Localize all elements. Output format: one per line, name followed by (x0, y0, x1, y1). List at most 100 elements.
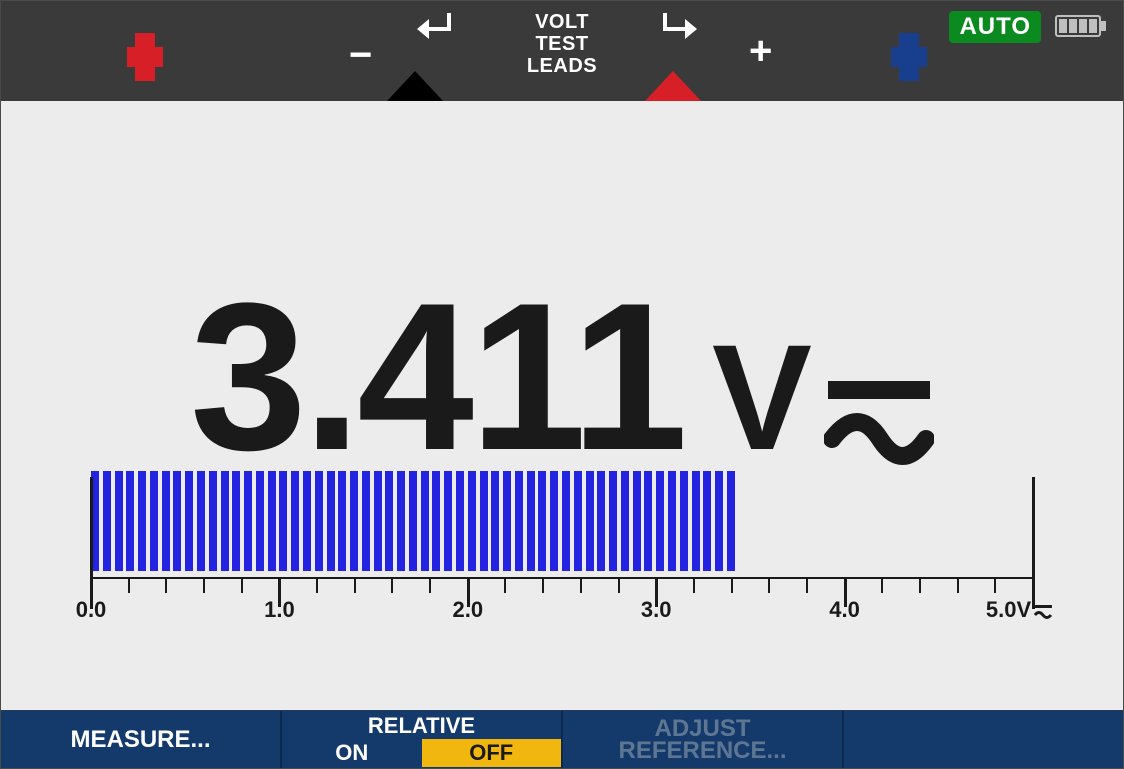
bargraph-segment (138, 471, 146, 571)
bargraph-segment (197, 471, 205, 571)
tick-label: 3.0 (641, 597, 672, 623)
minor-tick (731, 577, 733, 593)
bargraph-segment (515, 471, 523, 571)
bargraph-segment (256, 471, 264, 571)
bargraph-segment (397, 471, 405, 571)
bargraph-segment (409, 471, 417, 571)
tick-label: 2.0 (453, 597, 484, 623)
bargraph-segment (315, 471, 323, 571)
bargraph-segment (468, 471, 476, 571)
bargraph-segment (244, 471, 252, 571)
tick-label: 5.0V (986, 597, 1053, 623)
bargraph-segment (621, 471, 629, 571)
bargraph-segment (668, 471, 676, 571)
relative-title: RELATIVE (368, 715, 475, 737)
bargraph-segment (703, 471, 711, 571)
bargraph-segment (527, 471, 535, 571)
bargraph-segment (503, 471, 511, 571)
bargraph-segment (491, 471, 499, 571)
reading-unit: V (712, 311, 934, 484)
bargraph-segment (209, 471, 217, 571)
bargraph-segment (444, 471, 452, 571)
minor-tick (128, 577, 130, 593)
bargraph-segment (692, 471, 700, 571)
analog-bargraph: 0.01.02.03.04.05.0V (91, 471, 1033, 621)
bargraph-segment (633, 471, 641, 571)
bargraph-segment (338, 471, 346, 571)
polarity-plus-label: + (749, 29, 772, 74)
bargraph-segment (173, 471, 181, 571)
probe-socket-black-icon (387, 71, 443, 101)
minor-tick (618, 577, 620, 593)
bargraph-segment (680, 471, 688, 571)
reading-value: 3.411 (190, 256, 684, 498)
bargraph-segment (421, 471, 429, 571)
unit-letter: V (712, 311, 812, 484)
minor-tick (429, 577, 431, 593)
bargraph-segment (162, 471, 170, 571)
bargraph-segment (644, 471, 652, 571)
minor-tick (504, 577, 506, 593)
minor-tick (994, 577, 996, 593)
bargraph-segment (115, 471, 123, 571)
battery-icon (1055, 13, 1109, 44)
measure-label: MEASURE... (70, 726, 210, 754)
bargraph-segment (221, 471, 229, 571)
bargraph-segment (609, 471, 617, 571)
top-banner: − VOLT TEST LEADS + AUTO (1, 1, 1123, 101)
bargraph-segment (480, 471, 488, 571)
bargraph-segment (727, 471, 735, 571)
bargraph-segment (656, 471, 664, 571)
relative-toggle[interactable]: ON OFF (282, 739, 561, 767)
center-line-3: LEADS (1, 55, 1123, 77)
blank-softkey[interactable] (844, 711, 1123, 768)
softkey-bar: MEASURE... RELATIVE ON OFF ADJUST REFERE… (1, 710, 1123, 768)
bargraph-segment (327, 471, 335, 571)
bargraph-segment (456, 471, 464, 571)
relative-off-option[interactable]: OFF (422, 739, 562, 767)
axis-baseline (91, 577, 1033, 579)
bargraph-segment (715, 471, 723, 571)
minor-tick (693, 577, 695, 593)
minor-tick (165, 577, 167, 593)
minor-tick (241, 577, 243, 593)
probe-plug-blue-icon (885, 29, 933, 90)
minor-tick (203, 577, 205, 593)
dc-ac-mini-icon (1031, 597, 1053, 622)
minor-tick (391, 577, 393, 593)
reference-label: REFERENCE... (618, 740, 786, 762)
minor-tick (957, 577, 959, 593)
bargraph-segment (350, 471, 358, 571)
major-tick (90, 477, 93, 609)
bargraph-segment (550, 471, 558, 571)
auto-range-badge[interactable]: AUTO (949, 11, 1041, 43)
minor-tick (316, 577, 318, 593)
reading-row: 3.411 V (1, 256, 1123, 498)
measurement-panel: 3.411 V 0.01.02.03.04.05.0V (1, 101, 1123, 710)
lead-arrow-right-icon (655, 9, 715, 74)
minor-tick (919, 577, 921, 593)
bargraph-segment (385, 471, 393, 571)
bargraph-segment (303, 471, 311, 571)
minor-tick (542, 577, 544, 593)
bargraph-segment (150, 471, 158, 571)
bargraph-segment (432, 471, 440, 571)
minor-tick (806, 577, 808, 593)
bargraph-segment (574, 471, 582, 571)
bargraph-segment (268, 471, 276, 571)
bargraph-segment (562, 471, 570, 571)
relative-on-option[interactable]: ON (282, 739, 422, 767)
minor-tick (881, 577, 883, 593)
tick-label: 1.0 (264, 597, 295, 623)
bargraph-segment (374, 471, 382, 571)
minor-tick (580, 577, 582, 593)
measure-softkey[interactable]: MEASURE... (1, 711, 282, 768)
bargraph-axis: 0.01.02.03.04.05.0V (91, 577, 1033, 621)
minor-tick (768, 577, 770, 593)
relative-softkey[interactable]: RELATIVE ON OFF (282, 711, 563, 768)
bargraph-segment (103, 471, 111, 571)
adjust-reference-softkey[interactable]: ADJUST REFERENCE... (563, 711, 844, 768)
bargraph-segment (362, 471, 370, 571)
bargraph-segment (597, 471, 605, 571)
minor-tick (354, 577, 356, 593)
